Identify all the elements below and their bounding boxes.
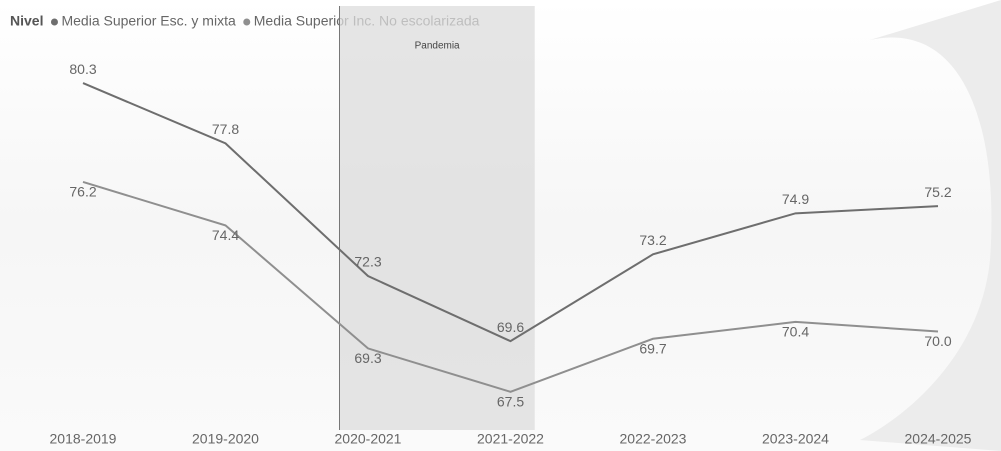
x-tick-label: 2018-2019 [50,431,117,447]
data-label: 72.3 [354,254,381,270]
annotation: Pandemia [415,41,460,52]
pandemic-band [339,6,535,430]
data-label: 69.6 [497,319,524,335]
data-label: 70.0 [924,333,951,349]
legend-label: Media Superior Esc. y mixta [61,13,235,29]
data-label: 77.8 [212,121,239,137]
data-label: 80.3 [69,61,96,77]
data-label: 70.4 [782,324,809,340]
data-label: 75.2 [924,184,951,200]
data-label: 67.5 [497,394,524,410]
line [82,181,939,393]
x-tick-label: 2020-2021 [335,431,402,447]
data-label: 69.3 [354,350,381,366]
data-label: 74.9 [782,191,809,207]
data-label: 74.4 [212,227,239,243]
data-label: 69.7 [639,340,666,356]
data-label: 73.2 [639,232,666,248]
decoration [860,0,1001,451]
legend-marker [243,18,251,26]
legend-marker [50,18,58,26]
x-tick-label: 2021-2022 [477,431,544,447]
data-label: 76.2 [69,184,96,200]
x-tick-label: 2022-2023 [620,431,687,447]
x-tick-label: 2024-2025 [905,431,972,447]
line [82,82,939,343]
x-tick-label: 2023-2024 [762,431,829,447]
x-tick-label: 2019-2020 [192,431,259,447]
legend-title: Nivel [10,13,43,29]
